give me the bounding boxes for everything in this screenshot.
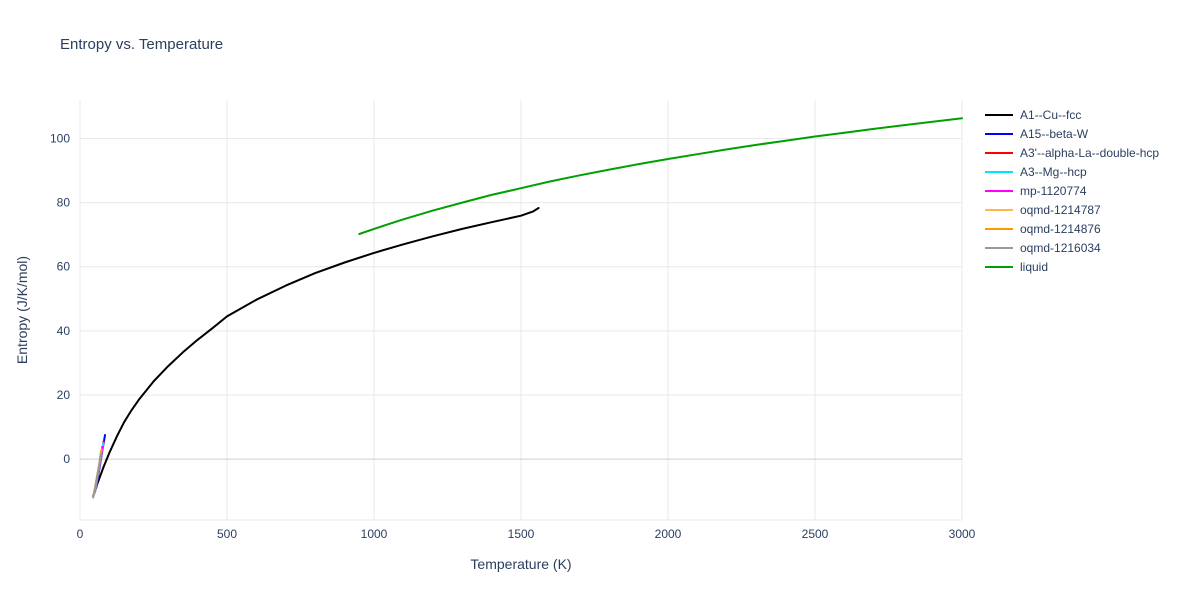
x-tick-label: 2000: [655, 527, 682, 541]
legend-swatch: [985, 170, 1013, 173]
x-tick-label: 1500: [508, 527, 535, 541]
legend-swatch: [985, 208, 1013, 211]
series-line-0: [92, 207, 540, 497]
legend-item[interactable]: A15--beta-W: [985, 124, 1159, 143]
legend-item[interactable]: oqmd-1214876: [985, 219, 1159, 238]
x-tick-label: 0: [77, 527, 84, 541]
legend-label: A3--Mg--hcp: [1020, 164, 1087, 179]
x-tick-label: 3000: [949, 527, 976, 541]
y-tick-label: 60: [57, 260, 71, 274]
x-tick-label: 2500: [802, 527, 829, 541]
legend-label: oqmd-1216034: [1020, 240, 1101, 255]
y-tick-label: 100: [50, 131, 70, 145]
legend-swatch: [985, 189, 1013, 192]
legend: A1--Cu--fcc A15--beta-W A3'--alpha-La--d…: [985, 105, 1159, 276]
legend-swatch: [985, 132, 1013, 135]
chart-title: Entropy vs. Temperature: [60, 36, 224, 53]
legend-label: A15--beta-W: [1020, 126, 1089, 141]
legend-item[interactable]: oqmd-1216034: [985, 238, 1159, 257]
y-tick-label: 40: [57, 324, 71, 338]
y-tick-label: 20: [57, 388, 71, 402]
legend-swatch: [985, 265, 1013, 268]
y-tick-label: 0: [63, 452, 70, 466]
x-axis-title: Temperature (K): [470, 556, 572, 572]
legend-swatch: [985, 113, 1013, 116]
y-axis-title: Entropy (J/K/mol): [14, 255, 30, 365]
legend-label: liquid: [1020, 259, 1049, 274]
series-line-8: [358, 117, 963, 235]
legend-swatch: [985, 227, 1013, 230]
legend-item[interactable]: liquid: [985, 257, 1159, 276]
legend-item[interactable]: A3--Mg--hcp: [985, 162, 1159, 181]
legend-swatch: [985, 246, 1013, 249]
x-tick-label: 1000: [361, 527, 388, 541]
y-tick-label: 80: [57, 196, 71, 210]
legend-label: oqmd-1214787: [1020, 202, 1101, 217]
legend-label: A1--Cu--fcc: [1020, 107, 1082, 122]
legend-item[interactable]: A1--Cu--fcc: [985, 105, 1159, 124]
x-tick-label: 500: [217, 527, 237, 541]
legend-label: oqmd-1214876: [1020, 221, 1101, 236]
legend-swatch: [985, 151, 1013, 154]
series-line-7: [92, 453, 102, 499]
legend-item[interactable]: mp-1120774: [985, 181, 1159, 200]
legend-item[interactable]: A3'--alpha-La--double-hcp: [985, 143, 1159, 162]
legend-label: mp-1120774: [1020, 183, 1087, 198]
legend-label: A3'--alpha-La--double-hcp: [1020, 145, 1160, 160]
legend-item[interactable]: oqmd-1214787: [985, 200, 1159, 219]
